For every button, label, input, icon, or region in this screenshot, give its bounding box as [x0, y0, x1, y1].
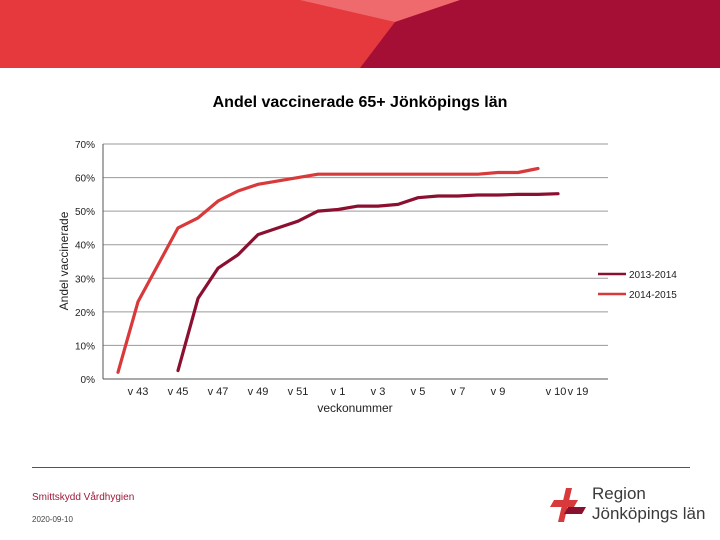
y-tick-label: 40% [75, 241, 95, 252]
region-logo-icon [550, 488, 586, 522]
banner-crimson-shape [360, 0, 720, 68]
x-tick-label: v 9 [491, 386, 506, 398]
y-axis-label: Andel vaccinerade [57, 211, 71, 310]
x-tick-label: v 10 [546, 386, 567, 398]
y-tick-label: 0% [81, 375, 96, 386]
x-tick-label: v 43 [128, 386, 149, 398]
x-tick-label: v 45 [168, 386, 189, 398]
logo-line2: Jönköpings län [592, 504, 706, 523]
x-tick-label: v 19 [568, 386, 589, 398]
y-tick-label: 60% [75, 174, 95, 185]
x-tick-label: v 49 [248, 386, 269, 398]
y-tick-label: 50% [75, 207, 95, 218]
y-tick-label: 30% [75, 274, 95, 285]
series-line-2013-2014 [176, 192, 560, 373]
y-tick-label: 70% [75, 140, 95, 151]
x-tick-label: v 51 [288, 386, 309, 398]
header-banner [0, 0, 720, 68]
y-tick-label: 10% [75, 341, 95, 352]
legend-label: 2014-2015 [629, 290, 677, 301]
x-tick-label: v 5 [411, 386, 426, 398]
x-tick-label: v 3 [371, 386, 386, 398]
x-axis-label: veckonummer [317, 401, 392, 415]
logo-line1: Region [592, 484, 646, 503]
chart-title: Andel vaccinerade 65+ Jönköpings län [212, 94, 508, 111]
footer-date: 2020-09-10 [32, 515, 73, 524]
footer-org: Smittskydd Vårdhygien [32, 492, 135, 503]
series-line-2014-2015 [116, 166, 540, 374]
y-tick-label: 20% [75, 308, 95, 319]
footer-divider [32, 467, 690, 468]
x-tick-label: v 7 [451, 386, 466, 398]
x-tick-label: v 1 [331, 386, 346, 398]
x-tick-label: v 47 [208, 386, 229, 398]
banner-light-shape [300, 0, 460, 22]
legend-label: 2013-2014 [629, 270, 677, 281]
